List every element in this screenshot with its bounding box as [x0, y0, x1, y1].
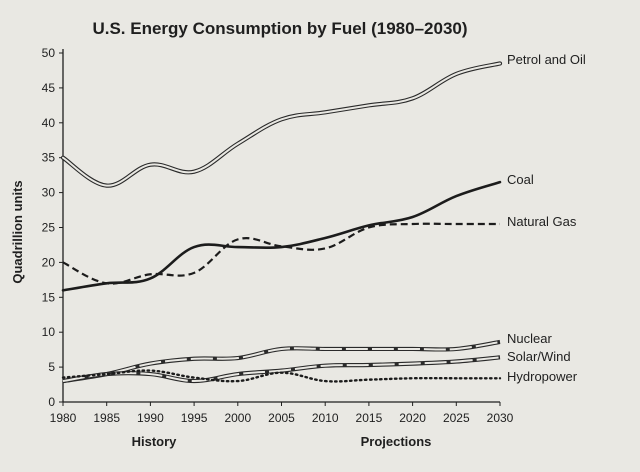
series-line-inner [62, 340, 501, 383]
x-tick-label: 1985 [93, 411, 120, 425]
series-label-hydropower: Hydropower [507, 369, 578, 384]
chart-title: U.S. Energy Consumption by Fuel (1980–20… [92, 19, 467, 38]
series-line [62, 222, 500, 285]
x-tick-label: 2025 [443, 411, 470, 425]
y-tick-label: 25 [42, 221, 56, 235]
series-label-coal: Coal [507, 172, 534, 187]
history-label: History [132, 434, 178, 449]
x-tick-label: 2030 [487, 411, 514, 425]
series-layer [60, 61, 503, 384]
y-tick-label: 30 [42, 186, 56, 200]
y-tick-label: 5 [48, 360, 55, 374]
series-nuclear [62, 339, 501, 384]
x-tick-label: 1990 [137, 411, 164, 425]
y-tick-label: 50 [42, 46, 56, 60]
x-tick-label: 2010 [312, 411, 339, 425]
series-line-inner [62, 62, 501, 187]
y-tick-label: 20 [42, 255, 56, 269]
series-label-solar-wind: Solar/Wind [507, 349, 571, 364]
x-tick-label: 1995 [181, 411, 208, 425]
series-petrol-and-oil [60, 61, 503, 188]
series-natural-gas [62, 222, 500, 285]
data-point [499, 377, 501, 379]
y-tick-label: 45 [42, 81, 56, 95]
y-tick-label: 40 [42, 116, 56, 130]
y-tick-label: 10 [42, 325, 56, 339]
series-line [61, 180, 502, 292]
x-tick-label: 1980 [50, 411, 77, 425]
series-line-inner [62, 356, 501, 383]
y-axis-label: Quadrillion units [10, 180, 25, 283]
series-label-natural-gas: Natural Gas [507, 214, 577, 229]
series-line-outer [60, 61, 503, 188]
series-labels: Petrol and Oil Coal Natural Gas Nuclear Sola… [507, 52, 586, 384]
y-tick-label: 15 [42, 290, 56, 304]
series-label-nuclear: Nuclear [507, 331, 552, 346]
series-coal [61, 180, 502, 292]
series-label-petrol-and-oil: Petrol and Oil [507, 52, 586, 67]
series-hydropower [61, 369, 502, 383]
x-tick-label: 2020 [399, 411, 426, 425]
x-tick-label: 2015 [356, 411, 383, 425]
series-solar-wind [62, 355, 501, 384]
projections-label: Projections [361, 434, 432, 449]
x-tick-label: 2005 [268, 411, 295, 425]
y-tick-label: 0 [48, 395, 55, 409]
series-line [61, 369, 502, 383]
y-tick-label: 35 [42, 151, 56, 165]
x-tick-label: 2000 [224, 411, 251, 425]
